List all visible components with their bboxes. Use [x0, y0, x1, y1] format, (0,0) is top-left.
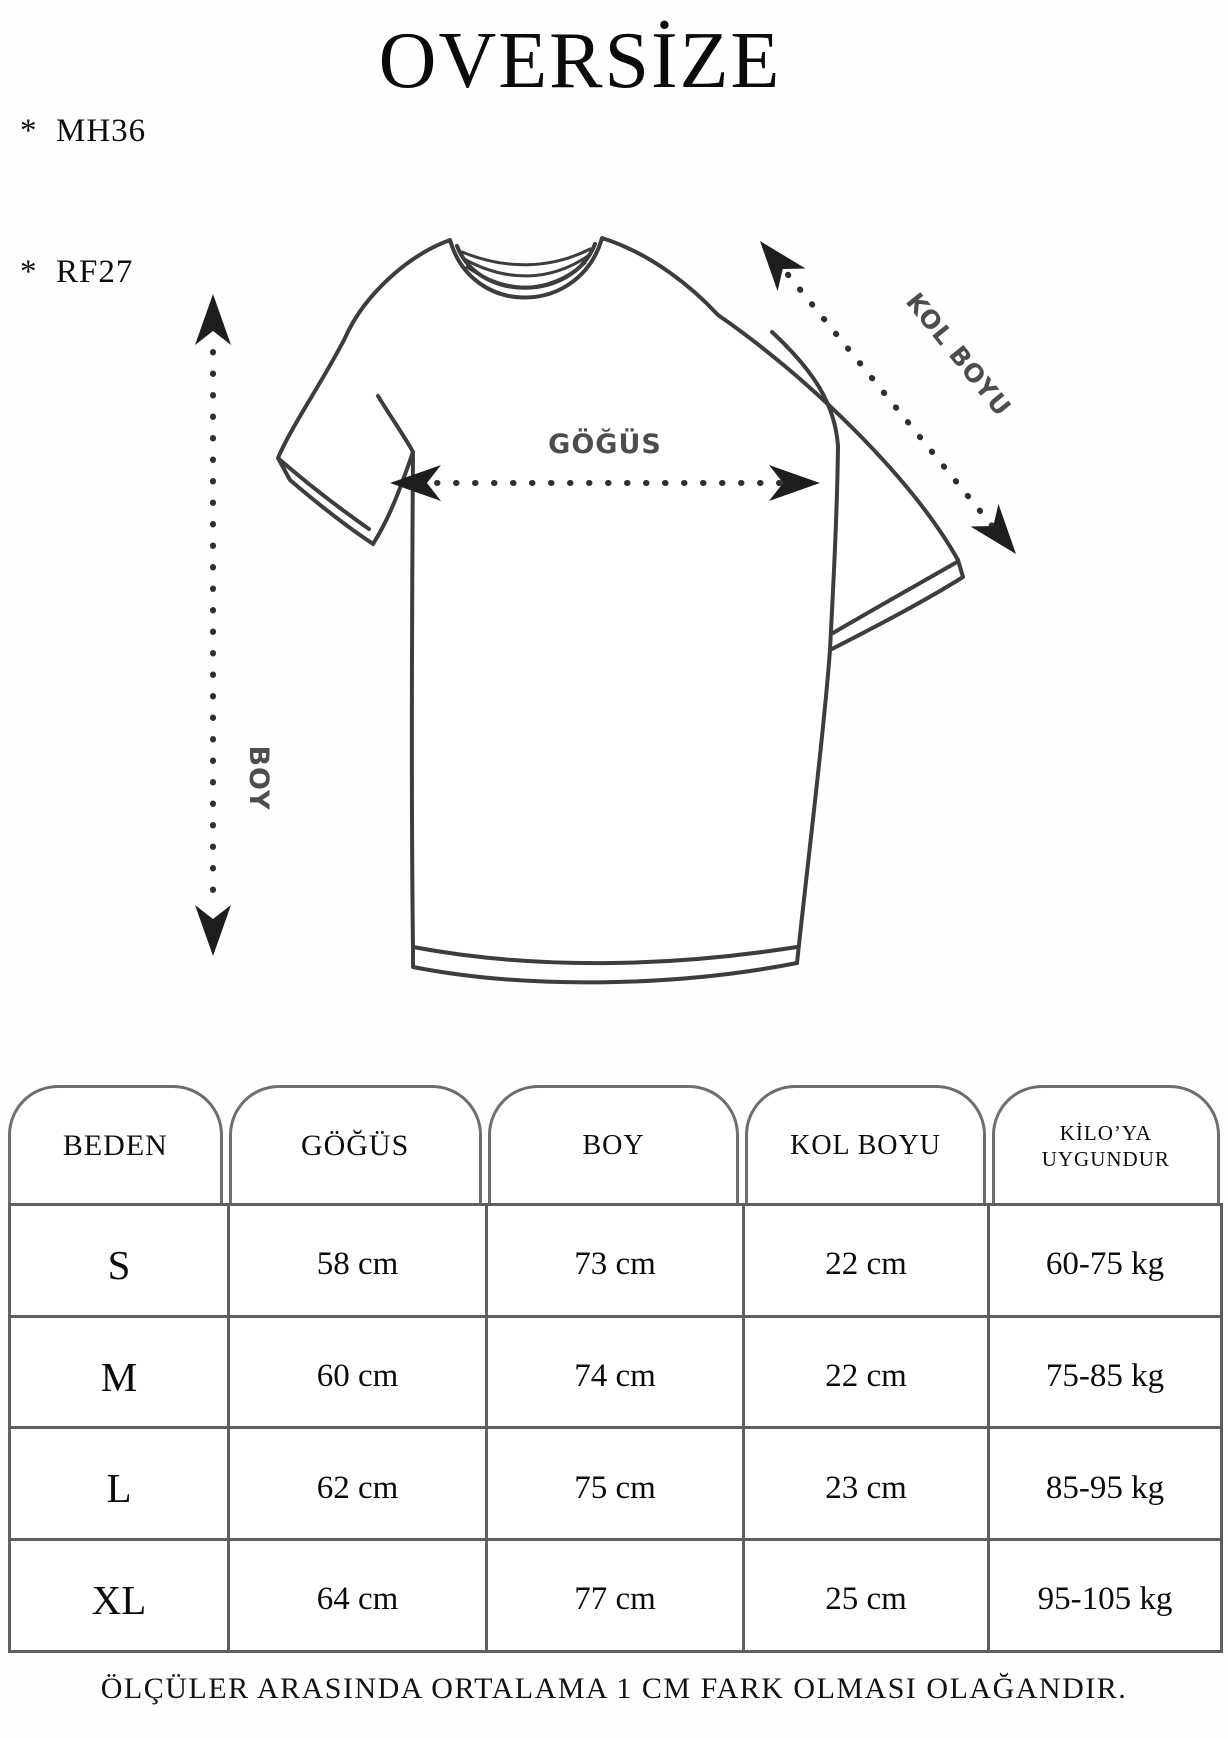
- cell-weight: 95-105 kg: [987, 1538, 1223, 1653]
- cell-length: 73 cm: [485, 1203, 745, 1318]
- chest-arrow: [390, 465, 820, 501]
- chest-label: GÖĞÜS: [548, 427, 662, 460]
- cell-weight: 60-75 kg: [987, 1203, 1223, 1318]
- cell-length: 74 cm: [485, 1314, 745, 1430]
- header-cell-boy: BOY: [487, 1085, 740, 1203]
- arrowhead-right-icon: [769, 465, 820, 501]
- tshirt-measurement-diagram: GÖĞÜS BOY KOL BOYU: [195, 236, 1017, 985]
- cell-sleeve: 23 cm: [742, 1426, 990, 1542]
- arrowhead-left-icon: [390, 465, 441, 501]
- table-row-l: L 62 cm 75 cm 23 cm 85-95 kg: [8, 1426, 1223, 1542]
- header-cell-beden: BEDEN: [8, 1085, 223, 1203]
- cell-chest: 58 cm: [227, 1203, 488, 1318]
- table-row-m: M 60 cm 74 cm 22 cm 75-85 kg: [8, 1314, 1223, 1430]
- tolerance-note: ÖLÇÜLER ARASINDA ORTALAMA 1 CM FARK OLMA…: [100, 1672, 1128, 1705]
- arrowhead-downright-icon: [970, 503, 1016, 554]
- tshirt-outline: [276, 236, 965, 985]
- size-table-header: BEDEN GÖĞÜS BOY KOL BOYU KİLO’YA UYGUNDU…: [8, 1085, 1220, 1203]
- arrowhead-down-icon: [195, 905, 231, 956]
- cell-sleeve: 22 cm: [742, 1314, 990, 1430]
- table-row-xl: XL 64 cm 77 cm 25 cm 95-105 kg: [8, 1538, 1223, 1653]
- cell-size: M: [8, 1314, 230, 1430]
- length-arrow: [195, 294, 231, 956]
- cell-length: 77 cm: [485, 1538, 745, 1653]
- arrowhead-up-icon: [195, 294, 231, 345]
- header-cell-kiloya-uygundur: KİLO’YA UYGUNDUR: [991, 1085, 1220, 1203]
- product-code-1: * MH36: [20, 113, 147, 149]
- product-codes: * MH36 * RF27: [20, 14, 146, 390]
- cell-weight: 75-85 kg: [987, 1314, 1223, 1430]
- cell-weight: 85-95 kg: [987, 1426, 1223, 1542]
- header-cell-kol-boyu: KOL BOYU: [745, 1085, 986, 1203]
- arrowhead-upleft-icon: [760, 241, 806, 292]
- cell-chest: 60 cm: [227, 1314, 488, 1430]
- table-row-s: S 58 cm 73 cm 22 cm 60-75 kg: [8, 1203, 1223, 1318]
- cell-sleeve: 25 cm: [742, 1538, 990, 1653]
- sleeve-arrow: [760, 241, 1016, 554]
- page-title: OVERSİZE: [378, 17, 782, 105]
- header-cell-gogus: GÖĞÜS: [228, 1085, 482, 1203]
- size-table: S 58 cm 73 cm 22 cm 60-75 kg M 60 cm 74 …: [8, 1203, 1223, 1653]
- product-code-2: * RF27: [20, 254, 134, 290]
- sleeve-label: KOL BOYU: [900, 287, 1017, 422]
- cell-size: L: [8, 1426, 230, 1542]
- cell-sleeve: 22 cm: [742, 1203, 990, 1318]
- cell-chest: 62 cm: [227, 1426, 488, 1542]
- length-label: BOY: [243, 745, 274, 810]
- cell-chest: 64 cm: [227, 1538, 488, 1653]
- cell-length: 75 cm: [485, 1426, 745, 1542]
- cell-size: XL: [8, 1538, 230, 1653]
- cell-size: S: [8, 1203, 230, 1318]
